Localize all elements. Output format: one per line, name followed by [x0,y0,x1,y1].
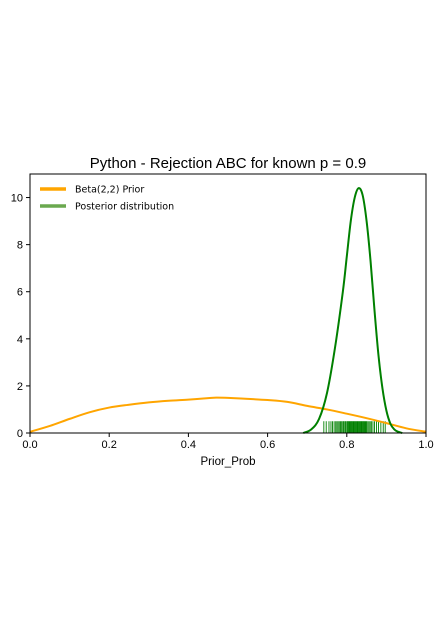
x-tick-label: 0.6 [260,439,275,451]
x-tick-label: 0.4 [181,439,196,451]
plot-area [29,187,427,434]
y-tick-label: 2 [17,381,23,393]
legend-label: Beta(2,2) Prior [75,185,144,196]
y-tick-label: 8 [17,240,23,252]
x-tick-label: 1.0 [418,439,433,451]
axes: 0.0 0.2 0.4 0.6 0.8 1.0 0 2 4 6 8 10 [11,173,434,451]
y-tick-label: 6 [17,287,23,299]
plot-frame [29,173,427,434]
x-tick-label: 0.2 [102,439,117,451]
y-tick-label: 0 [17,428,23,440]
y-tick-label: 4 [17,334,23,346]
chart-title: Python - Rejection ABC for known p = 0.9 [90,155,366,172]
posterior-density-line [302,187,403,434]
legend-label: Posterior distribution [75,202,174,213]
y-tick-label: 10 [11,193,23,205]
legend: Beta(2,2) Prior Posterior distribution [40,185,174,213]
x-tick-label: 0.0 [22,439,37,451]
prior-density-line [29,396,427,433]
x-axis-title: Prior_Prob [201,456,256,468]
x-tick-label: 0.8 [339,439,354,451]
